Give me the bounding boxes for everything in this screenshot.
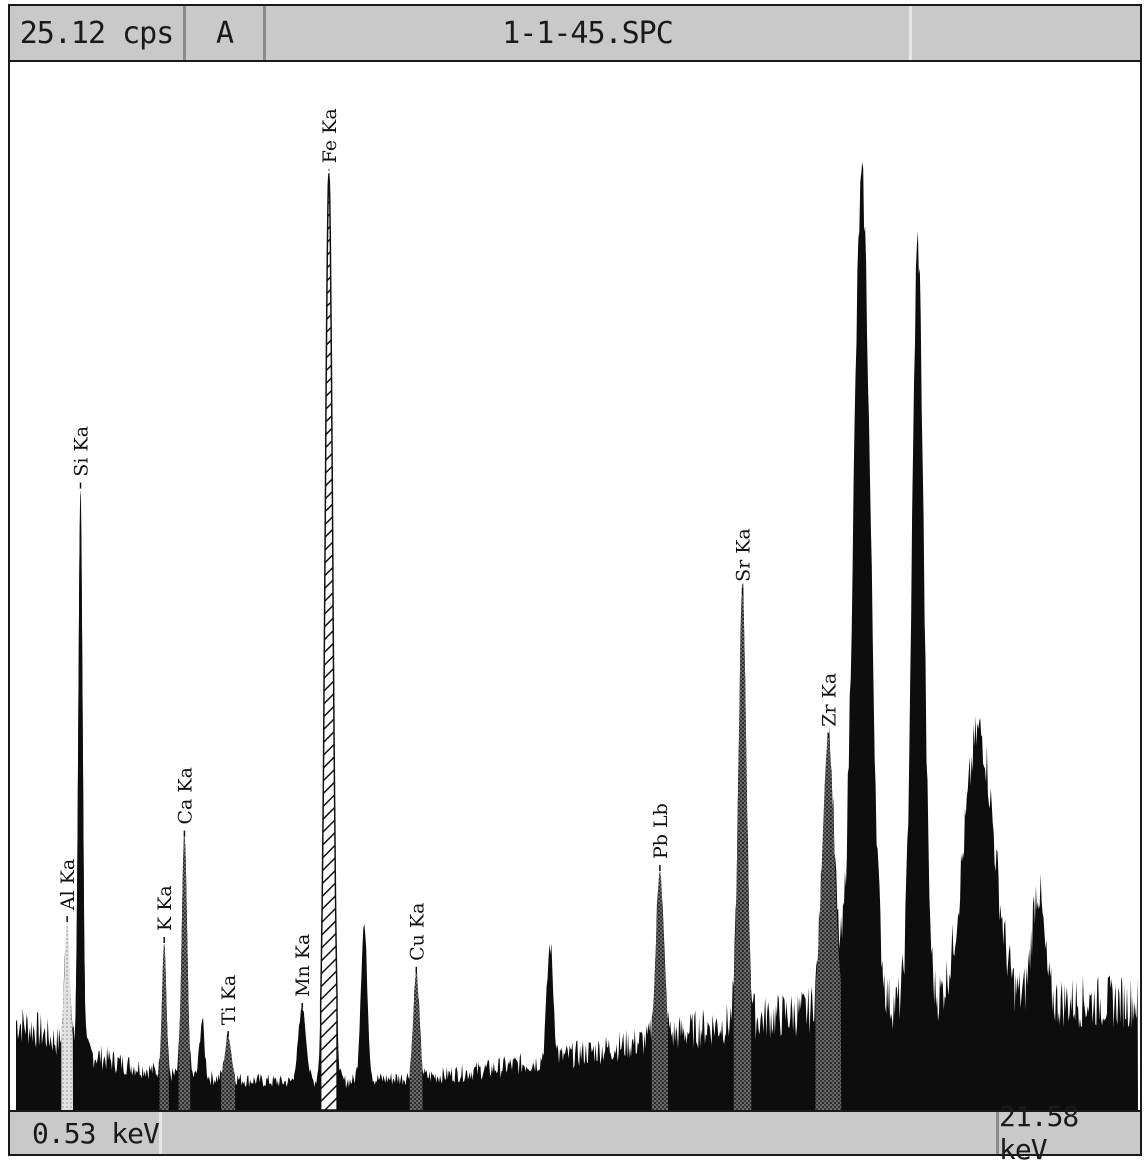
- peak-markers-layer: Al Ka Si Ka K Ka Ca Ka Ti Ka Mn Ka Fe Ka Cu Ka P…: [57, 108, 840, 1038]
- peak-label-cu-ka: Cu Ka: [406, 903, 428, 961]
- peak-label-ti-ka: Ti Ka: [218, 975, 240, 1025]
- peak-label-zr-ka: Zr Ka: [818, 673, 840, 727]
- energy-range-bar: 0.53 keV 21.58 keV: [10, 1100, 1140, 1166]
- peak-region-mn-ka: [294, 1008, 311, 1110]
- mode-indicator[interactable]: A: [186, 6, 266, 60]
- peak-region-ca-ka: [178, 836, 191, 1110]
- peak-region-si-ka: [75, 489, 86, 1110]
- peak-region-pb-lb: [651, 871, 669, 1110]
- spectrum-filename: 1-1-45.SPC: [266, 6, 912, 60]
- header-blank-cell: [912, 6, 1140, 60]
- peak-region-k-ka: [159, 943, 169, 1110]
- end-energy-readout: 21.58 keV: [996, 1100, 1140, 1166]
- energy-range-track[interactable]: [162, 1112, 996, 1154]
- spectrum-plot: Al Ka Si Ka K Ka Ca Ka Ti Ka Mn Ka Fe Ka Cu Ka P…: [10, 62, 1140, 1114]
- spectrum-svg: Al Ka Si Ka K Ka Ca Ka Ti Ka Mn Ka Fe Ka Cu Ka P…: [16, 108, 1138, 1111]
- peak-region-cu-ka: [409, 973, 423, 1110]
- peak-label-pb-lb: Pb Lb: [650, 803, 672, 859]
- peak-regions-layer: [61, 175, 842, 1111]
- peak-label-k-ka: K Ka: [154, 885, 176, 931]
- peak-label-al-ka: Al Ka: [57, 859, 79, 911]
- peak-label-mn-ka: Mn Ka: [292, 934, 314, 997]
- peak-region-al-ka: [61, 922, 73, 1110]
- spectrum-window: 25.12 cps A 1-1-45.SPC: [8, 4, 1142, 1166]
- spectrum-area: [16, 161, 1138, 1110]
- header-bar: 25.12 cps A 1-1-45.SPC: [10, 6, 1140, 62]
- peak-label-fe-ka: Fe Ka: [319, 108, 341, 163]
- start-energy-readout: 0.53 keV: [10, 1112, 162, 1154]
- peak-region-fe-ka: [319, 175, 338, 1111]
- count-rate-readout: 25.12 cps: [10, 6, 186, 60]
- peak-region-zr-ka: [815, 738, 842, 1110]
- spectrum-background-layer: [16, 161, 1138, 1110]
- peak-label-sr-ka: Sr Ka: [733, 528, 755, 582]
- peak-region-ti-ka: [221, 1037, 236, 1110]
- peak-label-ca-ka: Ca Ka: [174, 767, 196, 824]
- peak-region-sr-ka: [733, 594, 752, 1110]
- peak-label-si-ka: Si Ka: [71, 426, 93, 477]
